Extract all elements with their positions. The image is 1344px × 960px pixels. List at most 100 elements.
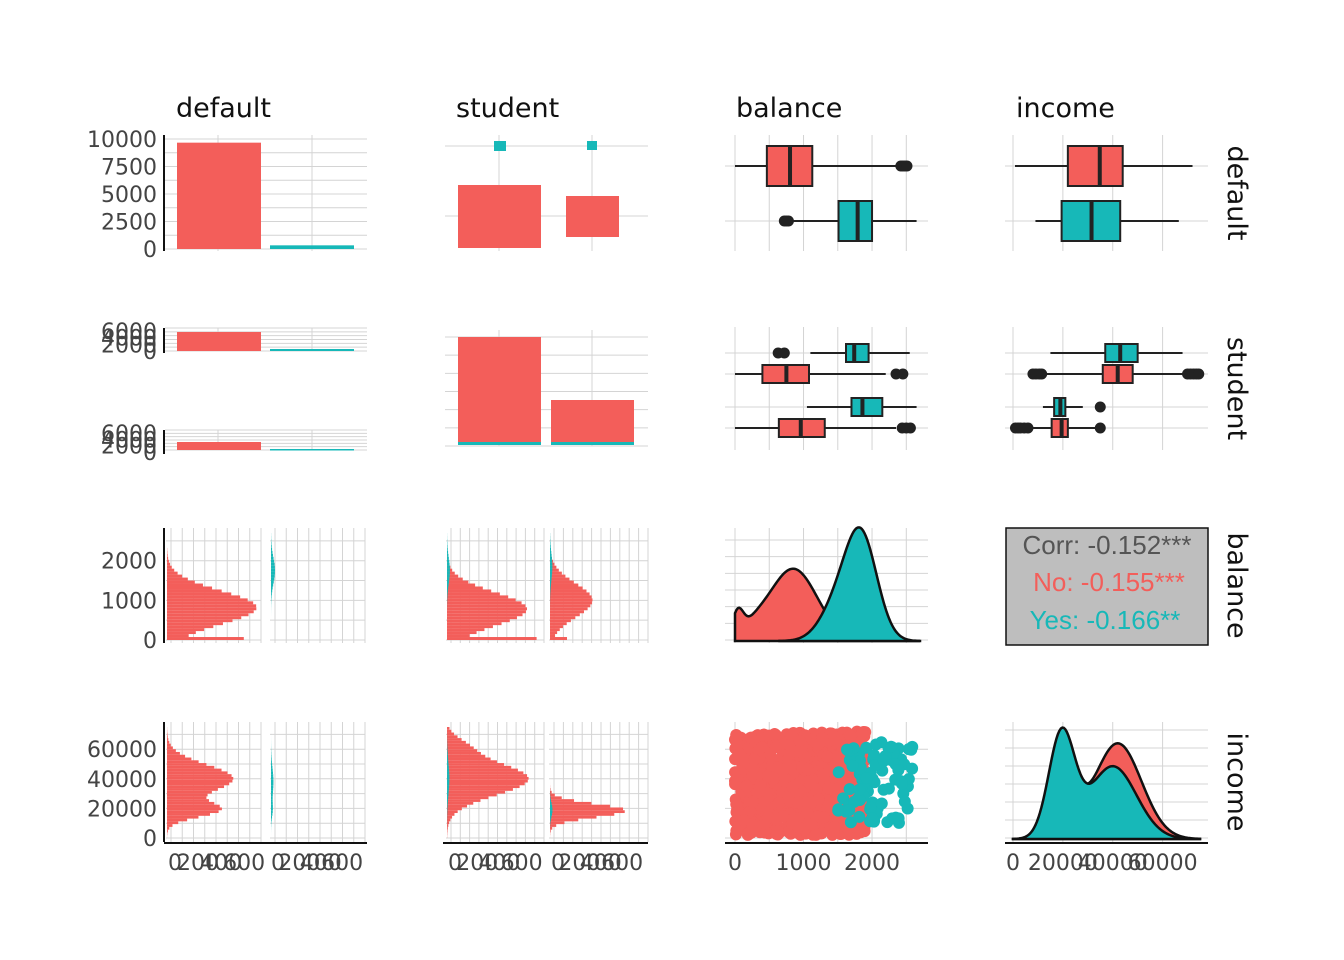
scatter-point-no	[777, 764, 790, 777]
hist-income-student-yes-bin	[550, 826, 553, 830]
hist-income-student-no-bin	[447, 749, 478, 752]
hist-balance-student-no-yes-bin	[447, 565, 450, 569]
hist-balance-student-no-yes-bin	[447, 592, 448, 596]
hist-income-student-no-bin	[447, 785, 520, 789]
hist-balance-student-no-yes-bin	[447, 559, 450, 563]
tick-label-income-x: 20000	[1028, 851, 1098, 876]
scatter-point-no	[769, 741, 782, 754]
scatter-point-no	[746, 795, 759, 808]
hist-income-student-no-bin	[447, 729, 452, 733]
hist-income-default-yes-bin	[271, 774, 274, 777]
outlier	[1022, 422, 1034, 434]
hist-balance-student-yes-bin	[550, 610, 584, 614]
hist-balance-student-no-bin	[447, 610, 526, 614]
hist-balance-student-yes-yes-bin	[550, 586, 551, 590]
hist-balance-student-yes-bin	[550, 586, 583, 590]
outlier	[778, 347, 790, 359]
scatter-point-no	[776, 810, 789, 823]
hist-income-student-yes-bin	[550, 818, 579, 822]
hist-income-default-no-bin	[167, 799, 209, 802]
scatter-point-yes	[843, 804, 856, 817]
hist-balance-student-no-bin	[447, 622, 502, 626]
panel-balance-student	[446, 528, 649, 643]
hist-balance-student-no-yes-bin	[447, 574, 450, 578]
hist-income-student-no-yes-bin	[447, 779, 450, 783]
hist-balance-default-no-bin	[167, 577, 188, 581]
panel-balance-default: 0 1000 2000	[101, 528, 366, 654]
scatter-point-no	[809, 828, 822, 841]
hist-balance-student-no-bin	[447, 604, 526, 608]
hist-balance-student-yes-bin	[550, 601, 593, 605]
row-title-default: default	[1221, 145, 1252, 240]
hist-balance-student-no-bin	[447, 601, 522, 605]
hist-balance-student-yes-bin	[550, 595, 592, 599]
hist-income-default-yes-bin	[271, 810, 273, 814]
hist-balance-student-no-bin	[447, 613, 523, 617]
scatter-point-no	[821, 750, 834, 763]
tick-label-student-count: 4000	[101, 428, 157, 453]
hist-income-default-no-bin	[167, 740, 170, 744]
scatter-point-yes	[875, 797, 888, 810]
hist-balance-student-no-bin	[447, 598, 516, 602]
hist-balance-student-yes-yes-bin	[550, 556, 552, 560]
tick-label-count-x: 200	[177, 851, 219, 876]
scatter-point-no	[844, 729, 857, 742]
scatter-point-no	[783, 748, 796, 761]
hist-income-student-no-yes-bin	[447, 771, 450, 775]
scatter-point-no	[744, 731, 757, 744]
tick-label-student-count: 0	[143, 340, 157, 365]
hist-balance-default-no-bin	[167, 619, 233, 623]
hist-balance-default-yes-bin	[271, 586, 273, 590]
hist-balance-default-no-bin	[167, 622, 223, 626]
hist-balance-default-no-bin	[167, 601, 254, 605]
hist-income-default-yes-bin	[271, 790, 273, 794]
tick-label-count-x: 200	[456, 851, 498, 876]
scatter-point-no	[812, 793, 825, 806]
tick-label-count-x: 200	[558, 851, 600, 876]
hist-balance-student-no-yes-bin	[447, 580, 449, 584]
hist-income-default-no-bin	[167, 776, 234, 780]
hist-income-default-yes-bin	[271, 763, 273, 766]
correlation-total: Corr: -0.152***	[1022, 530, 1191, 560]
hist-income-default-no-bin	[167, 785, 225, 789]
hist-balance-student-no-yes-bin	[447, 547, 448, 551]
hist-balance-student-no-bin	[447, 634, 470, 638]
hist-balance-default-yes-bin	[271, 592, 272, 596]
hist-income-student-no-bin	[447, 771, 524, 775]
hist-income-student-yes-bin	[550, 790, 552, 794]
row-title-balance: balance	[1221, 532, 1252, 638]
scatter-point-no	[730, 737, 743, 750]
hist-income-student-yes-bin	[550, 815, 597, 819]
hist-income-student-yes-bin	[550, 813, 615, 816]
scatter-point-yes	[860, 741, 873, 754]
tick-label-default-y: 2500	[101, 211, 157, 236]
hist-income-default-no-bin	[167, 824, 173, 827]
hist-balance-student-no-bin	[447, 589, 492, 593]
hist-income-default-no-bin	[167, 813, 210, 816]
hist-income-student-yes-bin	[550, 799, 575, 802]
hist-income-student-no-bin	[447, 763, 505, 766]
tick-label-balance-y: 0	[143, 629, 157, 654]
panel-default-income	[1005, 135, 1208, 251]
hist-income-default-yes-bin	[271, 768, 273, 772]
hist-income-student-no-yes-bin	[447, 788, 449, 791]
hist-balance-student-yes-bin	[550, 577, 570, 581]
scatter-point-yes	[853, 783, 866, 796]
bar-default-yes	[270, 245, 354, 249]
hist-income-default-no-bin	[167, 815, 199, 819]
hist-income-default-yes-bin	[271, 813, 273, 816]
hist-balance-student-no-bin	[447, 607, 527, 611]
hist-income-student-no-bin	[447, 743, 470, 747]
hist-income-student-no-bin	[447, 727, 450, 730]
hist-balance-student-yes-bin	[550, 565, 557, 569]
hist-balance-default-no-bin	[167, 595, 241, 599]
scatter-point-yes	[853, 810, 866, 823]
tick-label-balance-x: 2000	[844, 851, 900, 876]
tick-label-count-x: 600	[601, 851, 643, 876]
hist-balance-student-yes-yes-bin	[550, 568, 553, 572]
hist-income-student-no-yes-bin	[447, 749, 448, 752]
hist-income-student-no-yes-bin	[447, 768, 450, 772]
hist-balance-default-no-bin	[167, 628, 205, 632]
hist-income-default-yes-bin	[271, 804, 273, 808]
